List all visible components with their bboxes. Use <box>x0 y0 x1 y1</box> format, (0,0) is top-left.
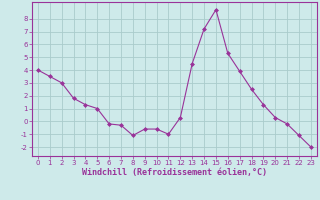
X-axis label: Windchill (Refroidissement éolien,°C): Windchill (Refroidissement éolien,°C) <box>82 168 267 177</box>
